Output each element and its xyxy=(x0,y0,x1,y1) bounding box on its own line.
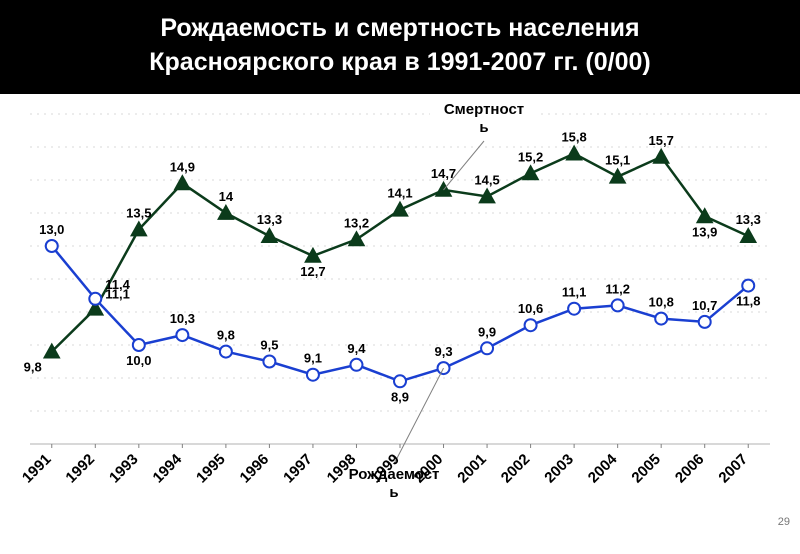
title-line1: Рождаемость и смертность населения xyxy=(0,12,800,46)
svg-text:13,2: 13,2 xyxy=(344,215,369,230)
svg-text:13,0: 13,0 xyxy=(39,222,64,237)
svg-text:13,3: 13,3 xyxy=(257,212,282,227)
svg-text:1991: 1991 xyxy=(19,450,55,486)
line-chart: 9,811,113,514,91413,312,713,214,114,714,… xyxy=(0,94,800,534)
page-number: 29 xyxy=(778,516,790,528)
svg-text:13,5: 13,5 xyxy=(126,205,151,220)
svg-text:11,1: 11,1 xyxy=(562,284,587,299)
svg-text:ь: ь xyxy=(389,484,398,501)
svg-text:9,9: 9,9 xyxy=(478,324,496,339)
svg-text:Смертност: Смертност xyxy=(444,101,524,118)
svg-text:1992: 1992 xyxy=(63,450,99,486)
svg-text:12,7: 12,7 xyxy=(300,263,325,278)
svg-text:1994: 1994 xyxy=(150,450,186,486)
svg-text:11,4: 11,4 xyxy=(105,276,130,291)
svg-text:13,3: 13,3 xyxy=(736,212,761,227)
chart-title-bar: Рождаемость и смертность населения Красн… xyxy=(0,0,800,94)
svg-text:2001: 2001 xyxy=(454,450,490,486)
svg-text:10,6: 10,6 xyxy=(518,301,543,316)
chart-area: 9,811,113,514,91413,312,713,214,114,714,… xyxy=(0,94,800,534)
svg-text:11,8: 11,8 xyxy=(736,293,761,308)
svg-text:14,1: 14,1 xyxy=(387,185,412,200)
svg-text:9,4: 9,4 xyxy=(347,340,366,355)
svg-text:14: 14 xyxy=(219,189,234,204)
svg-text:1993: 1993 xyxy=(106,450,142,486)
svg-text:15,8: 15,8 xyxy=(561,129,586,144)
svg-text:2002: 2002 xyxy=(498,450,534,486)
svg-text:10,7: 10,7 xyxy=(692,297,717,312)
svg-text:15,7: 15,7 xyxy=(649,132,674,147)
svg-text:2005: 2005 xyxy=(628,450,664,486)
svg-text:2006: 2006 xyxy=(672,450,708,486)
svg-text:2003: 2003 xyxy=(541,450,577,486)
svg-text:9,8: 9,8 xyxy=(24,359,42,374)
svg-text:2004: 2004 xyxy=(585,450,621,486)
svg-text:15,2: 15,2 xyxy=(518,149,543,164)
svg-text:15,1: 15,1 xyxy=(605,152,630,167)
title-line2: Красноярского края в 1991-2007 гг. (0/00… xyxy=(0,46,800,80)
svg-text:9,8: 9,8 xyxy=(217,327,235,342)
svg-text:2007: 2007 xyxy=(715,450,751,486)
svg-text:1995: 1995 xyxy=(193,450,229,486)
svg-text:8,9: 8,9 xyxy=(391,389,409,404)
svg-text:11,2: 11,2 xyxy=(605,281,630,296)
svg-text:9,1: 9,1 xyxy=(304,350,322,365)
svg-text:14,5: 14,5 xyxy=(474,172,499,187)
svg-text:1997: 1997 xyxy=(280,450,316,486)
svg-text:9,5: 9,5 xyxy=(260,337,278,352)
svg-text:13,9: 13,9 xyxy=(692,224,717,239)
svg-text:1996: 1996 xyxy=(237,450,273,486)
svg-text:9,3: 9,3 xyxy=(434,344,452,359)
svg-text:10,0: 10,0 xyxy=(126,353,151,368)
svg-text:10,8: 10,8 xyxy=(649,294,674,309)
svg-text:ь: ь xyxy=(479,119,488,136)
svg-text:14,9: 14,9 xyxy=(170,159,195,174)
svg-text:10,3: 10,3 xyxy=(170,311,195,326)
